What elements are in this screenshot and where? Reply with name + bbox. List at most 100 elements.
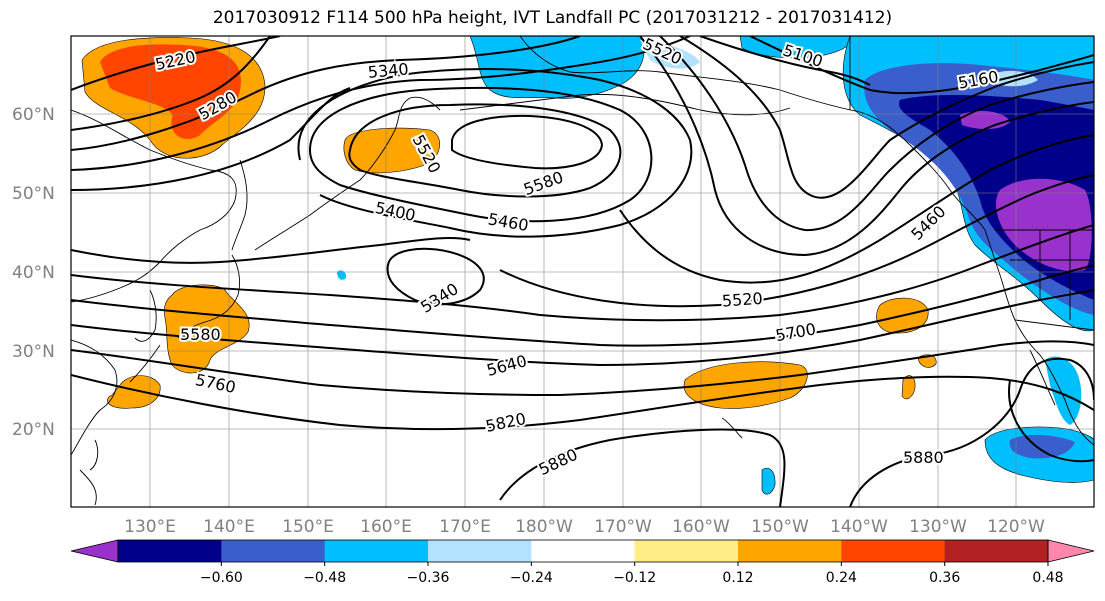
coast-ryukyu	[129, 344, 161, 383]
shade-mexico-mid	[1009, 434, 1075, 459]
colorbar-box	[531, 540, 636, 562]
colorbar-tick-label: 0.12	[722, 570, 753, 586]
lon-label-180w: 180°W	[515, 517, 573, 537]
map-frame	[70, 35, 1095, 508]
coast-kamchatka	[359, 96, 441, 181]
lon-label-140w: 140°W	[830, 517, 888, 537]
lon-label-150w: 150°W	[751, 517, 809, 537]
colorbar-frame	[117, 539, 1049, 563]
shade-central-pacific	[683, 361, 808, 409]
colorbar-box	[324, 540, 429, 562]
contour-trough-2	[659, 36, 1094, 232]
clabel-5880-e: 5880	[903, 448, 944, 467]
contour-5880-east	[849, 357, 1094, 507]
colorbar-box	[841, 540, 946, 562]
coast-korea	[134, 289, 157, 342]
colorbar-box	[118, 540, 222, 562]
coast-taiwan	[89, 439, 99, 471]
height-contours	[71, 36, 1094, 507]
colorbar: −0.60 −0.48 −0.36 −0.24 −0.12 0.12 0.24 0.36 0.4…	[70, 539, 1095, 586]
colorbar-tick-label: 0.48	[1032, 570, 1063, 586]
coast-aleutians	[459, 93, 791, 116]
contour-trough-3	[639, 36, 1094, 257]
colorbar-box	[738, 540, 842, 562]
shade-ne-light-2	[990, 70, 1038, 87]
colorbar-box	[944, 540, 1049, 562]
lat-label-30: 30°N	[12, 342, 55, 362]
coast-sakhalin	[231, 159, 248, 251]
shade-ne-purple	[995, 178, 1092, 272]
contour-5880-high	[1008, 379, 1094, 463]
lon-label-170e: 170°E	[439, 517, 491, 537]
coast-baja	[1029, 349, 1056, 406]
clabel-5340-n: 5340	[367, 59, 409, 81]
lat-label-50: 50°N	[12, 184, 55, 204]
shade-kamchatka	[343, 127, 440, 174]
colorbar-box	[428, 540, 532, 562]
colorbar-extend-low	[70, 539, 119, 563]
contour-5820	[71, 374, 1094, 431]
lon-label-140e: 140°E	[203, 517, 255, 537]
latitude-labels: 60°N 50°N 40°N 30°N 20°N	[12, 105, 55, 440]
colorbar-tick-label: 0.24	[826, 570, 857, 586]
coast-japan	[177, 254, 241, 339]
contour-low-ring-3	[451, 114, 604, 170]
shade-small-blue-2	[337, 270, 347, 280]
lon-label-150e: 150°E	[282, 517, 334, 537]
lon-label-160w: 160°W	[672, 517, 730, 537]
clabel-5520-e: 5520	[721, 289, 763, 311]
contour-5400-ring	[71, 36, 691, 171]
contour-5280	[71, 36, 271, 131]
coast-philippines	[79, 469, 97, 506]
shade-east-patch-2	[901, 375, 916, 400]
contour-5220	[71, 36, 281, 91]
lon-label-170w: 170°W	[594, 517, 652, 537]
colorbar-tick-label: 0.36	[929, 570, 960, 586]
colorbar-tick-label: −0.60	[200, 570, 243, 586]
contour-5880-west	[499, 428, 786, 507]
clabel-5580-w: 5580	[180, 325, 221, 344]
shade-japan-south	[107, 375, 161, 409]
shade-small-blue	[761, 467, 776, 495]
map-title: 2017030912 F114 500 hPa height, IVT Land…	[212, 8, 893, 28]
colorbar-tick-label: −0.24	[510, 570, 553, 586]
lon-label-120w: 120°W	[987, 517, 1045, 537]
contour-low-ring-4	[297, 67, 693, 238]
contour-5160	[749, 36, 1094, 95]
contour-trough-1	[679, 36, 1094, 199]
colorbar-tick-label: −0.12	[613, 570, 656, 586]
colorbar-box	[221, 540, 326, 562]
lat-label-20: 20°N	[12, 420, 55, 440]
coast-bc	[949, 189, 1001, 276]
contour-5760	[71, 340, 1094, 397]
shade-baja-blue	[1045, 356, 1082, 425]
lon-label-130w: 130°W	[909, 517, 967, 537]
contour-low-ring-2	[348, 103, 622, 198]
contour-5460-east	[619, 134, 1094, 284]
lon-label-130e: 130°E	[124, 517, 176, 537]
contour-5700-east	[71, 289, 1094, 367]
contour-low-ring-5	[386, 247, 485, 306]
contour-5100	[699, 36, 871, 86]
colorbar-tick-label: −0.48	[303, 570, 346, 586]
lat-label-60: 60°N	[12, 105, 55, 125]
lon-label-160e: 160°E	[360, 517, 412, 537]
contour-5520-main	[71, 236, 471, 264]
colorbar-box	[634, 540, 739, 562]
contour-5340-north	[71, 36, 581, 151]
contour-5640-east	[71, 264, 1094, 347]
gridlines	[71, 36, 1094, 507]
lat-label-40: 40°N	[12, 263, 55, 283]
coast-kuril	[254, 179, 361, 251]
longitude-labels: 130°E 140°E 150°E 160°E 170°E 180°W 170°…	[124, 517, 1045, 537]
coastlines	[71, 36, 1094, 506]
coast-alaska	[519, 36, 951, 191]
contour-low-ring-1	[308, 86, 653, 223]
colorbar-tick-label: −0.36	[407, 570, 450, 586]
contour-5580-east	[71, 224, 1094, 322]
contour-5520-east	[499, 174, 1094, 308]
colorbar-extend-high	[1047, 539, 1095, 563]
coast-states	[1010, 230, 1094, 331]
